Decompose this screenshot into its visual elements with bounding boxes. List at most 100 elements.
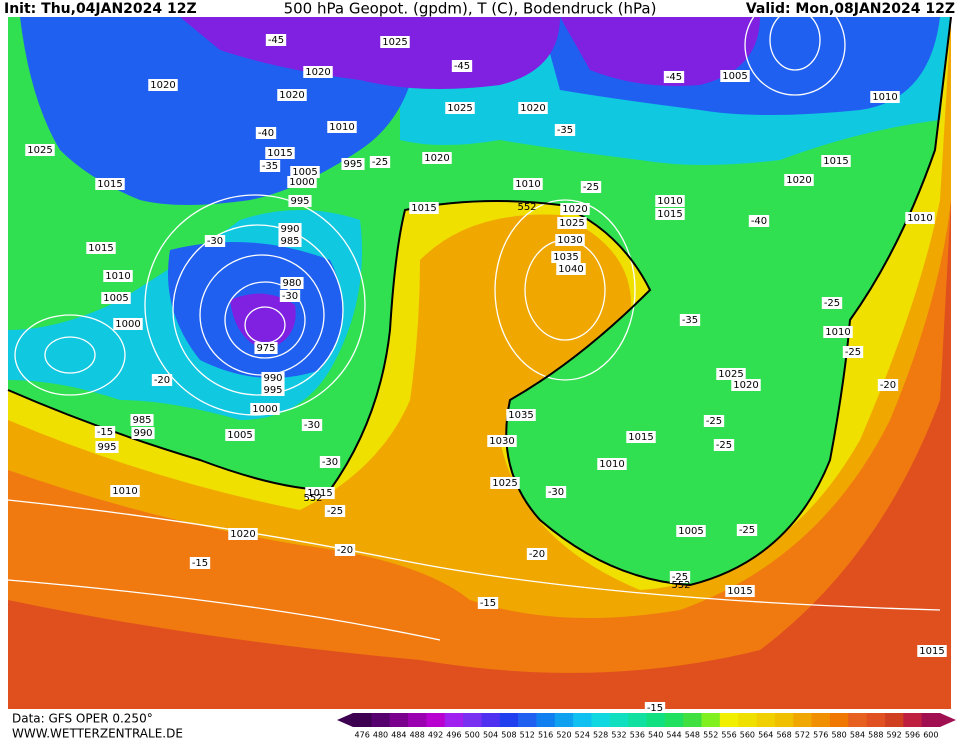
legend-swatch	[554, 713, 574, 727]
legend-swatch	[829, 713, 849, 727]
legend-swatch	[591, 713, 611, 727]
pressure-label-box	[917, 645, 947, 657]
pressure-label-box	[551, 251, 581, 263]
legend-swatch	[628, 713, 647, 727]
temperature-label-box	[255, 127, 277, 139]
pressure-label-box	[278, 235, 302, 247]
pressure-label: 1010	[112, 486, 137, 497]
legend-label: 516	[538, 731, 553, 740]
pressure-label-box	[95, 441, 119, 453]
valid-time: Valid: Mon,08JAN2024 12Z	[746, 1, 955, 17]
legend-swatch	[921, 713, 941, 727]
temperature-label-box	[842, 346, 864, 358]
pressure-label: 995	[97, 442, 116, 453]
pressure-label: 985	[280, 236, 299, 247]
pressure-label: 1005	[292, 167, 317, 178]
isobar	[172, 224, 344, 396]
temperature-label: -25	[739, 525, 755, 536]
pressure-label: 1010	[825, 327, 850, 338]
isobar	[7, 579, 441, 641]
pressure-label-box	[131, 427, 155, 439]
temperature-label-box	[713, 439, 735, 451]
legend-swatch	[756, 713, 776, 727]
legend-label: 540	[648, 731, 663, 740]
legend-label: 504	[483, 731, 498, 740]
legend-swatch	[683, 713, 703, 727]
pressure-label: 1000	[252, 404, 277, 415]
pressure-label-box	[555, 234, 585, 246]
pressure-label-box	[228, 528, 258, 540]
temperature-label-box	[877, 379, 899, 391]
pressure-label: 1020	[150, 80, 175, 91]
pressure-label: 1035	[508, 410, 533, 421]
temperature-label: -30	[304, 420, 320, 431]
legend-swatch	[793, 713, 813, 727]
pressure-label: 1010	[657, 196, 682, 207]
height-label: 552	[671, 580, 690, 591]
temperature-label-box	[477, 597, 499, 609]
pressure-label: 1020	[562, 204, 587, 215]
header-bar	[0, 0, 959, 17]
temperature-label-box	[279, 290, 301, 302]
temperature-label: -25	[716, 440, 732, 451]
pressure-label: 1020	[424, 153, 449, 164]
map-area	[7, 0, 952, 709]
temperature-label-box	[580, 181, 602, 193]
pressure-label-box	[557, 217, 587, 229]
pressure-label-box	[290, 166, 320, 178]
pressure-label-box	[305, 487, 335, 499]
legend-arrow-right	[940, 713, 956, 727]
legend-swatch	[884, 713, 904, 727]
temperature-label-box	[669, 571, 691, 583]
temperature-label-box	[644, 702, 666, 714]
pressure-label: 1015	[657, 209, 682, 220]
legend-label: 496	[446, 731, 461, 740]
pressure-label-box	[676, 525, 706, 537]
temperature-label-box	[204, 235, 226, 247]
temperature-label-box	[259, 160, 281, 172]
legend-swatch	[866, 713, 886, 727]
pressure-label-box	[409, 202, 439, 214]
pressure-label-box	[823, 326, 853, 338]
temperature-label: -35	[262, 161, 278, 172]
legend-label: 528	[593, 731, 608, 740]
pressure-label: 1025	[559, 218, 584, 229]
pressure-label-box	[821, 155, 851, 167]
pressure-label-box	[327, 121, 357, 133]
legend-label: 488	[410, 731, 425, 740]
legend-swatch	[499, 713, 519, 727]
legend-label: 592	[887, 731, 902, 740]
pressure-label: 1035	[553, 252, 578, 263]
pressure-label-box	[518, 102, 548, 114]
pressure-label-box	[254, 342, 278, 354]
pressure-label-box	[103, 270, 133, 282]
temperature-label: -45	[666, 72, 682, 83]
pressure-label-box	[716, 368, 746, 380]
pressure-label: 1020	[520, 103, 545, 114]
pressure-label-box	[905, 212, 935, 224]
pressure-label: 1010	[599, 459, 624, 470]
region-blue	[20, 17, 940, 378]
legend-label: 600	[923, 731, 938, 740]
legend-label: 480	[373, 731, 388, 740]
legend-swatch	[573, 713, 592, 727]
pressure-label: 1020	[230, 529, 255, 540]
pressure-label: 1010	[515, 179, 540, 190]
pressure-label: 1015	[411, 203, 436, 214]
legend-swatch	[371, 713, 391, 727]
pressure-label: 1015	[919, 646, 944, 657]
legend-swatch	[426, 713, 446, 727]
pressure-label-box	[626, 431, 656, 443]
legend-label: 532	[611, 731, 626, 740]
pressure-label-box	[303, 66, 333, 78]
legend-label: 596	[905, 731, 920, 740]
temperature-label-box	[319, 456, 341, 468]
legend-label: 548	[685, 731, 700, 740]
temperature-label: -25	[706, 416, 722, 427]
isobar	[7, 499, 941, 611]
region-purple	[180, 17, 760, 350]
legend-label: 576	[813, 731, 828, 740]
temperature-label: -30	[207, 236, 223, 247]
height-label: 552	[303, 493, 322, 504]
